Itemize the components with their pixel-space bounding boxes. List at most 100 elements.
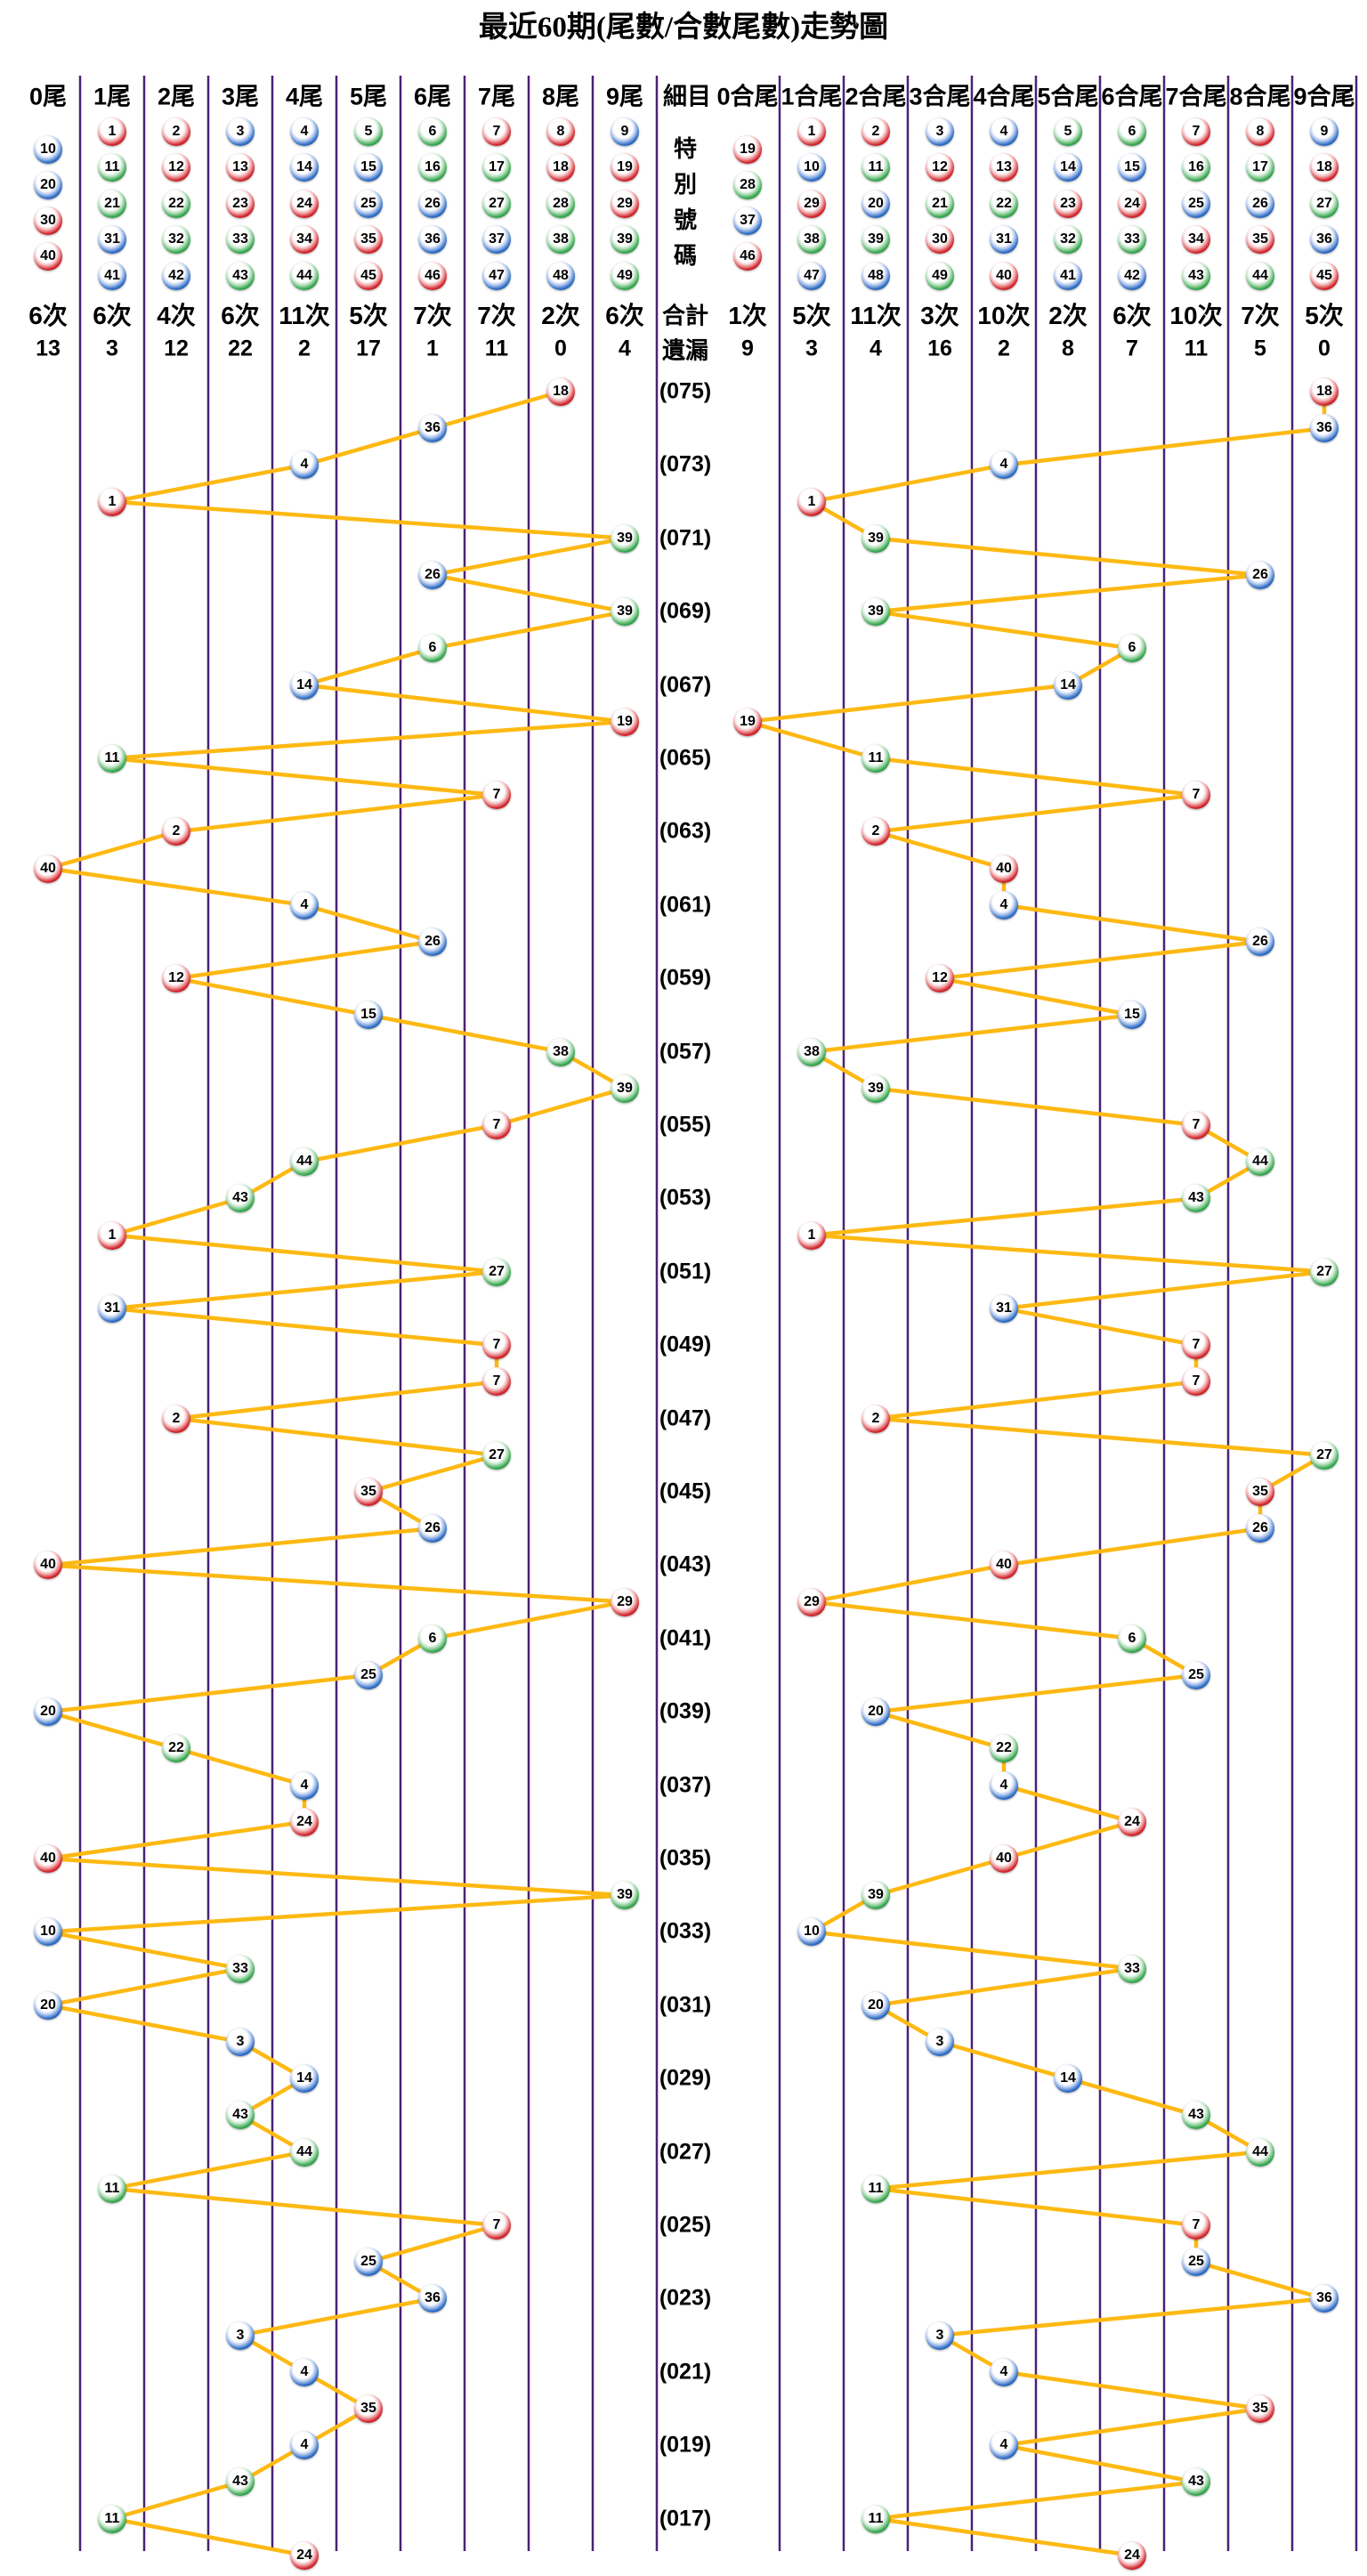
ball-31: 31	[98, 225, 126, 254]
ball-26: 26	[1246, 190, 1274, 218]
ball-4: 4	[990, 2431, 1018, 2460]
ball-21: 21	[926, 190, 954, 218]
ball-44: 44	[1246, 1147, 1274, 1177]
ball-39: 39	[861, 225, 890, 254]
period-label-043: (043)	[659, 1551, 712, 1577]
ball-31: 31	[98, 1294, 126, 1323]
ball-22: 22	[990, 1734, 1018, 1763]
ball-4: 4	[290, 450, 319, 480]
ball-7: 7	[1182, 1367, 1210, 1397]
left-trend-line	[45, 389, 627, 2558]
ball-43: 43	[1182, 2467, 1210, 2497]
ball-39: 39	[611, 1073, 639, 1103]
ball-40: 40	[990, 1844, 1018, 1873]
ball-6: 6	[1118, 634, 1146, 663]
ball-47: 47	[482, 262, 511, 290]
left-col-header-9: 9尾	[605, 83, 644, 110]
ball-38: 38	[546, 1037, 575, 1066]
period-label-045: (045)	[659, 1478, 712, 1504]
ball-39: 39	[861, 1073, 890, 1103]
ball-24: 24	[1118, 1807, 1146, 1836]
ball-12: 12	[926, 153, 954, 182]
ball-6: 6	[418, 634, 447, 663]
ball-31: 31	[990, 225, 1018, 254]
ball-12: 12	[162, 964, 190, 993]
left-col-count-3: 6次	[221, 302, 260, 329]
ball-29: 29	[797, 1587, 826, 1616]
ball-17: 17	[1246, 153, 1274, 182]
ball-11: 11	[861, 2174, 890, 2203]
ball-14: 14	[1054, 153, 1082, 182]
ball-25: 25	[1182, 1661, 1210, 1689]
left-col-miss-0: 13	[36, 336, 61, 361]
ball-11: 11	[861, 2504, 890, 2533]
ball-11: 11	[98, 744, 126, 773]
right-col-count-4: 10次	[977, 302, 1031, 329]
ball-46: 46	[733, 242, 762, 271]
left-col-header-0: 0尾	[28, 83, 68, 110]
ball-15: 15	[1118, 153, 1146, 182]
ball-26: 26	[418, 1514, 447, 1543]
ball-7: 7	[482, 117, 511, 146]
ball-26: 26	[418, 190, 447, 218]
ball-19: 19	[733, 707, 762, 736]
ball-39: 39	[611, 523, 639, 553]
ball-17: 17	[482, 153, 511, 182]
right-col-header-5: 5合尾	[1037, 83, 1099, 110]
ball-43: 43	[226, 1184, 255, 1213]
ball-2: 2	[162, 117, 190, 146]
ball-29: 29	[611, 190, 639, 218]
ball-40: 40	[34, 1551, 62, 1580]
right-col-miss-8: 5	[1254, 336, 1266, 361]
ball-6: 6	[1118, 1624, 1146, 1653]
ball-43: 43	[1182, 2101, 1210, 2130]
period-label-055: (055)	[659, 1112, 712, 1138]
ball-18: 18	[1310, 377, 1339, 406]
ball-34: 34	[290, 225, 319, 254]
ball-46: 46	[418, 262, 447, 290]
ball-23: 23	[1054, 190, 1082, 218]
period-label-049: (049)	[659, 1332, 712, 1357]
ball-7: 7	[482, 1331, 511, 1360]
ball-39: 39	[861, 1881, 890, 1910]
left-col-count-5: 5次	[349, 302, 388, 329]
ball-49: 49	[611, 262, 639, 290]
ball-1: 1	[797, 1220, 826, 1250]
ball-24: 24	[1118, 2540, 1146, 2570]
ball-39: 39	[861, 597, 890, 627]
ball-3: 3	[926, 2321, 954, 2350]
period-label-073: (073)	[659, 451, 712, 477]
left-col-miss-7: 11	[484, 336, 509, 361]
ball-25: 25	[354, 2248, 383, 2277]
ball-40: 40	[34, 242, 62, 271]
left-col-miss-3: 22	[228, 336, 253, 361]
right-trend-line	[745, 389, 1327, 2558]
period-label-047: (047)	[659, 1405, 712, 1431]
ball-6: 6	[418, 1624, 447, 1653]
ball-11: 11	[98, 2504, 126, 2533]
left-col-miss-9: 4	[619, 336, 631, 361]
ball-38: 38	[546, 225, 575, 254]
ball-35: 35	[354, 1478, 383, 1506]
period-label-025: (025)	[659, 2212, 712, 2238]
middle-column-header: 細目	[663, 83, 711, 110]
left-col-count-6: 7次	[413, 302, 452, 329]
ball-39: 39	[611, 1881, 639, 1910]
period-label-061: (061)	[659, 892, 712, 918]
ball-44: 44	[1246, 2137, 1274, 2167]
right-col-miss-9: 0	[1318, 336, 1331, 361]
period-label-029: (029)	[659, 2065, 712, 2091]
period-label-053: (053)	[659, 1185, 712, 1211]
ball-12: 12	[162, 153, 190, 182]
period-label-051: (051)	[659, 1259, 712, 1284]
ball-2: 2	[162, 1404, 190, 1433]
ball-7: 7	[482, 1111, 511, 1139]
ball-5: 5	[1054, 117, 1082, 146]
left-col-count-0: 6次	[28, 302, 68, 329]
left-col-miss-1: 3	[106, 336, 118, 361]
ball-25: 25	[354, 1661, 383, 1689]
ball-35: 35	[1246, 1478, 1274, 1506]
ball-43: 43	[226, 2467, 255, 2497]
ball-35: 35	[354, 225, 383, 254]
ball-45: 45	[354, 262, 383, 290]
